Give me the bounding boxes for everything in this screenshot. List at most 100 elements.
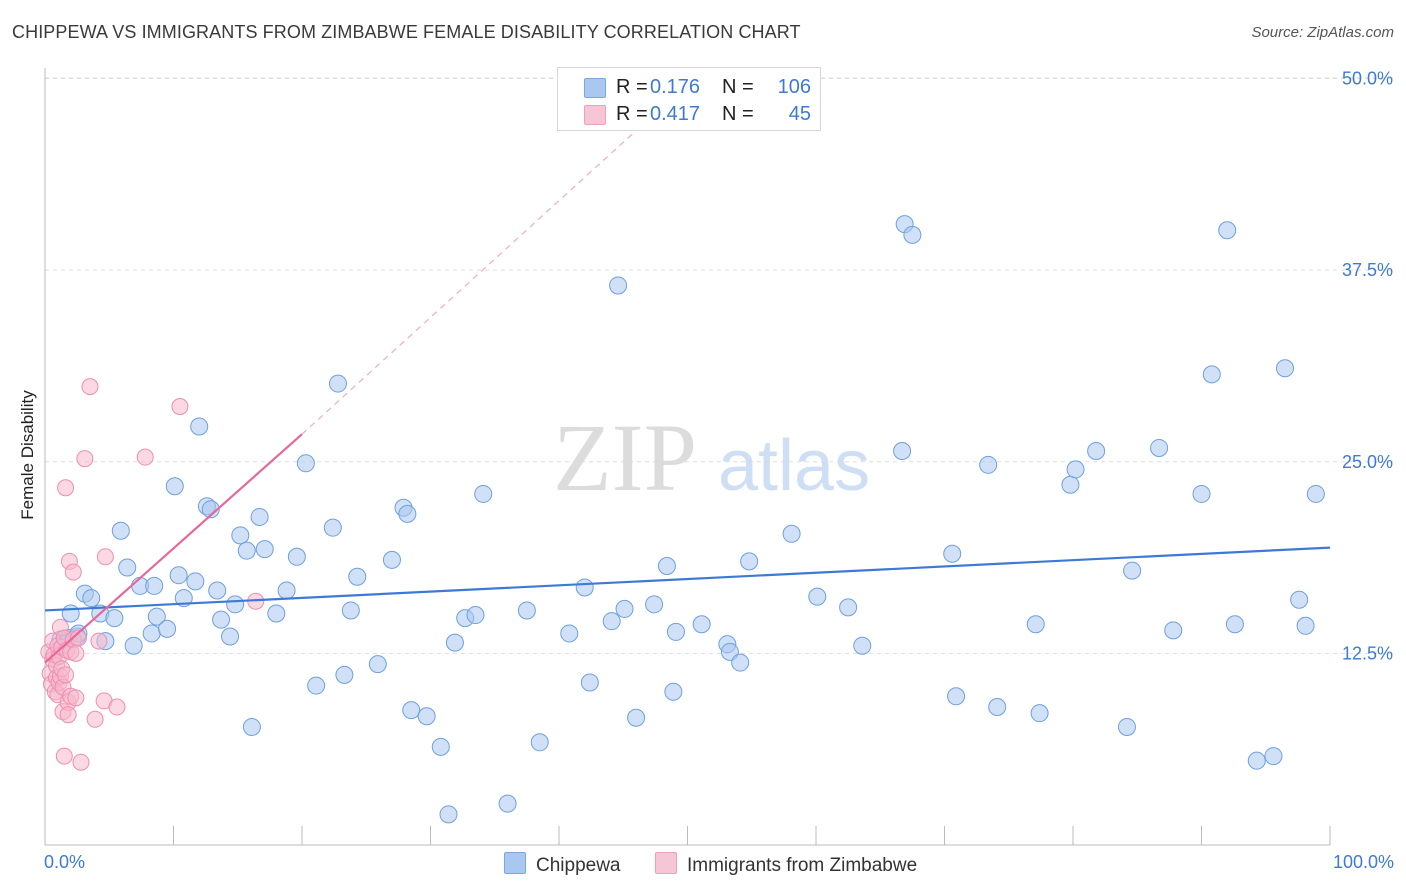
data-point-zimbabwe [64,563,82,581]
legend-swatch-chippewa [504,852,526,874]
data-point-zimbabwe [76,450,94,468]
data-point-chippewa [947,687,966,706]
data-point-chippewa [1276,359,1295,378]
data-point-chippewa [474,484,493,503]
data-point-chippewa [105,609,124,628]
data-point-chippewa [731,653,750,672]
data-point-chippewa [1192,484,1211,503]
legend-n-label: N = [722,76,754,98]
legend-r-label: R = [616,76,648,98]
x-tick-label-min: 0.0% [44,852,86,872]
data-point-chippewa [307,676,326,695]
legend-n-label: N = [722,103,754,125]
data-point-chippewa [208,581,227,600]
data-point-chippewa [1164,621,1183,640]
data-point-chippewa [466,606,485,625]
data-point-chippewa [145,576,164,595]
data-point-chippewa [1247,751,1266,770]
data-point-zimbabwe [55,747,73,765]
trend-line-zimbabwe [44,433,303,664]
correlation-legend: R = 0.176 N = 106 R = 0.417 N = 45 [557,67,821,131]
data-point-zimbabwe [67,644,85,662]
data-point-chippewa [664,682,683,701]
data-point-chippewa [530,733,549,752]
legend-n-value: 106 [777,76,811,98]
data-point-chippewa [1066,460,1085,479]
data-point-chippewa [221,627,240,646]
data-point-chippewa [158,619,177,638]
series-zimbabwe [40,378,265,771]
trend-lines [44,130,1331,664]
data-point-chippewa [417,707,436,726]
watermark-atlas: atlas [718,426,870,506]
trend-line-chippewa [44,546,1331,612]
data-point-chippewa [1225,615,1244,634]
data-point-chippewa [1061,475,1080,494]
x-tick-label-max: 100.0% [1332,852,1394,872]
data-point-chippewa [609,276,628,295]
data-point-chippewa [398,504,417,523]
data-point-chippewa [1117,717,1136,736]
data-point-chippewa [839,598,858,617]
data-point-chippewa [190,417,209,436]
data-point-chippewa [602,612,621,631]
data-point-chippewa [903,225,922,244]
data-point-chippewa [560,624,579,643]
data-point-chippewa [627,708,646,727]
data-point-chippewa [988,698,1007,717]
data-point-zimbabwe [59,706,77,724]
data-point-zimbabwe [108,698,126,716]
data-point-chippewa [979,455,998,474]
data-point-zimbabwe [72,753,90,771]
data-point-chippewa [118,558,137,577]
data-point-chippewa [808,587,827,606]
y-tick-label: 37.5% [1342,260,1393,280]
data-point-chippewa [226,595,245,614]
watermark-zip: ZIP [553,404,697,511]
data-point-chippewa [645,595,664,614]
legend-item-chippewa: Chippewa [504,852,621,877]
data-point-chippewa [287,547,306,566]
data-point-chippewa [615,599,634,618]
data-point-zimbabwe [90,632,108,650]
legend-swatch-zimbabwe [584,105,606,125]
y-tick-label: 25.0% [1342,452,1393,472]
data-point-chippewa [382,550,401,569]
data-point-chippewa [1150,438,1169,457]
data-point-chippewa [439,805,458,824]
data-point-zimbabwe [69,629,87,647]
data-point-chippewa [853,636,872,655]
data-point-chippewa [335,665,354,684]
data-point-zimbabwe [81,378,99,396]
data-point-chippewa [341,601,360,620]
source-credit: Source: ZipAtlas.com [1251,24,1394,41]
data-point-chippewa [402,701,421,720]
data-point-chippewa [165,477,184,496]
data-point-chippewa [893,442,912,461]
data-point-chippewa [328,374,347,393]
data-point-chippewa [368,655,387,674]
data-point-zimbabwe [136,448,154,466]
data-point-zimbabwe [67,689,85,707]
legend-swatch-zimbabwe [655,852,677,874]
legend-r-label: R = [616,103,648,125]
data-point-chippewa [1123,561,1142,580]
data-point-chippewa [201,500,220,519]
data-point-zimbabwe [57,666,75,684]
data-point-chippewa [277,581,296,600]
data-point-chippewa [237,541,256,560]
data-point-chippewa [1218,221,1237,240]
data-point-chippewa [1202,365,1221,384]
data-point-chippewa [323,518,342,537]
axes [44,68,1331,846]
data-point-chippewa [666,622,685,641]
data-point-chippewa [580,673,599,692]
data-point-chippewa [186,572,205,591]
data-point-chippewa [657,556,676,575]
data-point-chippewa [1087,442,1106,461]
chart-title: CHIPPEWA VS IMMIGRANTS FROM ZIMBABWE FEM… [12,22,801,42]
data-point-chippewa [943,544,962,563]
data-point-chippewa [1290,590,1309,609]
legend-item-zimbabwe: Immigrants from Zimbabwe [655,852,917,877]
